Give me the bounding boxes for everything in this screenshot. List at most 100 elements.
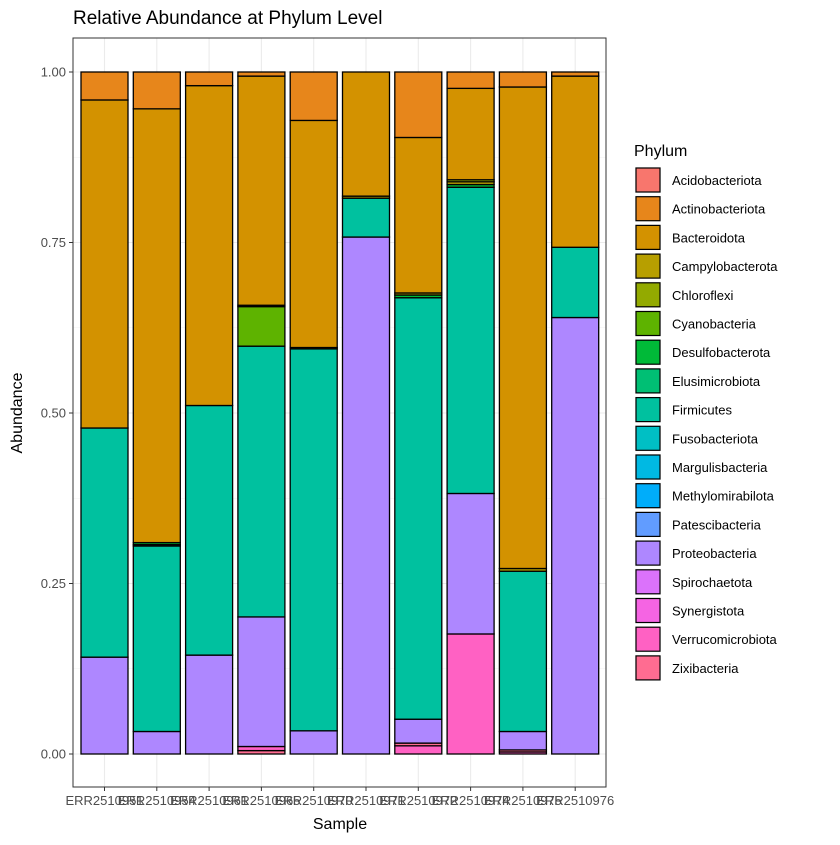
bar-segment — [132, 108, 181, 544]
legend-swatch — [635, 511, 661, 538]
bar-segment — [184, 84, 234, 407]
legend-swatch — [635, 397, 661, 423]
bar-stack — [394, 71, 443, 755]
bar-segment — [132, 71, 181, 110]
legend-item: Margulisbacteria — [635, 454, 768, 480]
legend-item: Actinobacteriota — [635, 195, 766, 222]
legend-item: Zixibacteria — [635, 654, 739, 681]
bar-stack — [237, 71, 286, 755]
y-tick-label: 1.00 — [41, 65, 66, 80]
bar-segment — [80, 427, 129, 658]
y-tick-label: 0.25 — [41, 576, 66, 591]
bar-segment — [394, 718, 443, 744]
legend-item: Campylobacterota — [635, 253, 778, 280]
x-tick-label: ERR2510976 — [536, 793, 614, 808]
bar-segment — [237, 616, 286, 748]
legend-title: Phylum — [634, 143, 687, 160]
legend-swatch — [635, 224, 661, 250]
y-tick-label: 0.75 — [41, 235, 66, 250]
bar-segment — [498, 71, 548, 88]
x-tick-label: ERR2510974 — [432, 793, 510, 808]
legend-swatch — [635, 167, 661, 193]
x-tick-label: ERR2510954 — [118, 793, 196, 808]
legend-swatch — [635, 310, 661, 337]
chart-title: Relative Abundance at Phylum Level — [73, 8, 382, 29]
legend-label: Elusimicrobiota — [672, 374, 761, 389]
legend-item: Firmicutes — [635, 396, 732, 423]
legend-label: Margulisbacteria — [672, 460, 768, 475]
legend-label: Patescibacteria — [672, 517, 762, 532]
bar-segment — [237, 345, 286, 618]
legend-swatch — [635, 282, 661, 308]
legend-item: Verrucomicrobiota — [635, 626, 778, 653]
x-axis: ERR2510951ERR2510954ERR2510961ERR2510965… — [65, 787, 614, 808]
legend-item: Synergistota — [635, 597, 745, 624]
bar-segment — [394, 297, 443, 720]
legend-label: Verrucomicrobiota — [672, 632, 778, 647]
legend-swatch — [635, 339, 661, 365]
bar-segment — [446, 71, 495, 90]
bar-stack — [498, 71, 548, 755]
bar-segment — [341, 71, 391, 197]
x-tick-label: ERR2510971 — [327, 793, 405, 808]
bar-stack — [184, 71, 234, 755]
bar-segment — [498, 570, 548, 733]
legend-label: Synergistota — [672, 604, 745, 619]
bar-segment — [341, 236, 391, 755]
legend-item: Proteobacteria — [635, 540, 757, 567]
bar-segment — [551, 75, 600, 248]
legend-swatch — [635, 626, 661, 652]
legend-label: Cyanobacteria — [672, 317, 757, 332]
legend-item: Spirochaetota — [635, 568, 753, 595]
bar-segment — [132, 545, 181, 733]
legend-label: Methylomirabilota — [672, 489, 775, 504]
bar-segment — [394, 71, 443, 139]
x-tick-label: ERR2510965 — [222, 793, 300, 808]
bar-stack — [80, 71, 129, 755]
bar-segment — [184, 654, 234, 755]
x-tick-label: ERR2510972 — [379, 793, 457, 808]
legend-swatch — [635, 540, 661, 566]
bar-segment — [237, 71, 286, 77]
bar-segment — [132, 730, 181, 755]
bar-segment — [446, 186, 495, 495]
bar-segment — [80, 656, 129, 755]
bar-segment — [446, 492, 495, 635]
legend-label: Fusobacteriota — [672, 431, 759, 446]
legend-item: Bacteroidota — [635, 224, 746, 251]
legend-swatch — [635, 454, 661, 480]
bar-segment — [237, 305, 286, 347]
legend-label: Desulfobacterota — [672, 345, 771, 360]
bar-segment — [289, 119, 338, 349]
bar-segment — [237, 75, 286, 306]
bar-segment — [184, 404, 234, 656]
x-tick-label: ERR2510961 — [170, 793, 248, 808]
bar-segment — [551, 71, 600, 77]
bar-segment — [289, 730, 338, 755]
legend-swatch — [635, 655, 661, 681]
legend-item: Cyanobacteria — [635, 310, 757, 337]
bar-segment — [341, 197, 391, 238]
bar-segment — [80, 99, 129, 429]
bar-segment — [498, 86, 548, 570]
x-tick-label: ERR2510975 — [484, 793, 562, 808]
legend-swatch — [635, 253, 661, 279]
legend-swatch — [635, 597, 661, 624]
legend-item: Elusimicrobiota — [635, 367, 761, 394]
legend-swatch — [635, 196, 661, 222]
bar-stack — [551, 71, 600, 755]
bar-segment — [551, 246, 600, 319]
legend-swatch — [635, 483, 661, 509]
legend-label: Proteobacteria — [672, 546, 757, 561]
legend-item: Fusobacteriota — [635, 425, 759, 452]
bar-segment — [289, 348, 338, 732]
x-axis-label: Sample — [313, 816, 367, 833]
legend-label: Firmicutes — [672, 403, 732, 418]
bar-segment — [80, 71, 129, 101]
legend-label: Campylobacterota — [672, 259, 778, 274]
bar-segment — [184, 71, 234, 87]
bar-segment — [394, 745, 443, 755]
x-tick-label: ERR2510951 — [65, 793, 143, 808]
bar-stack — [446, 71, 495, 755]
